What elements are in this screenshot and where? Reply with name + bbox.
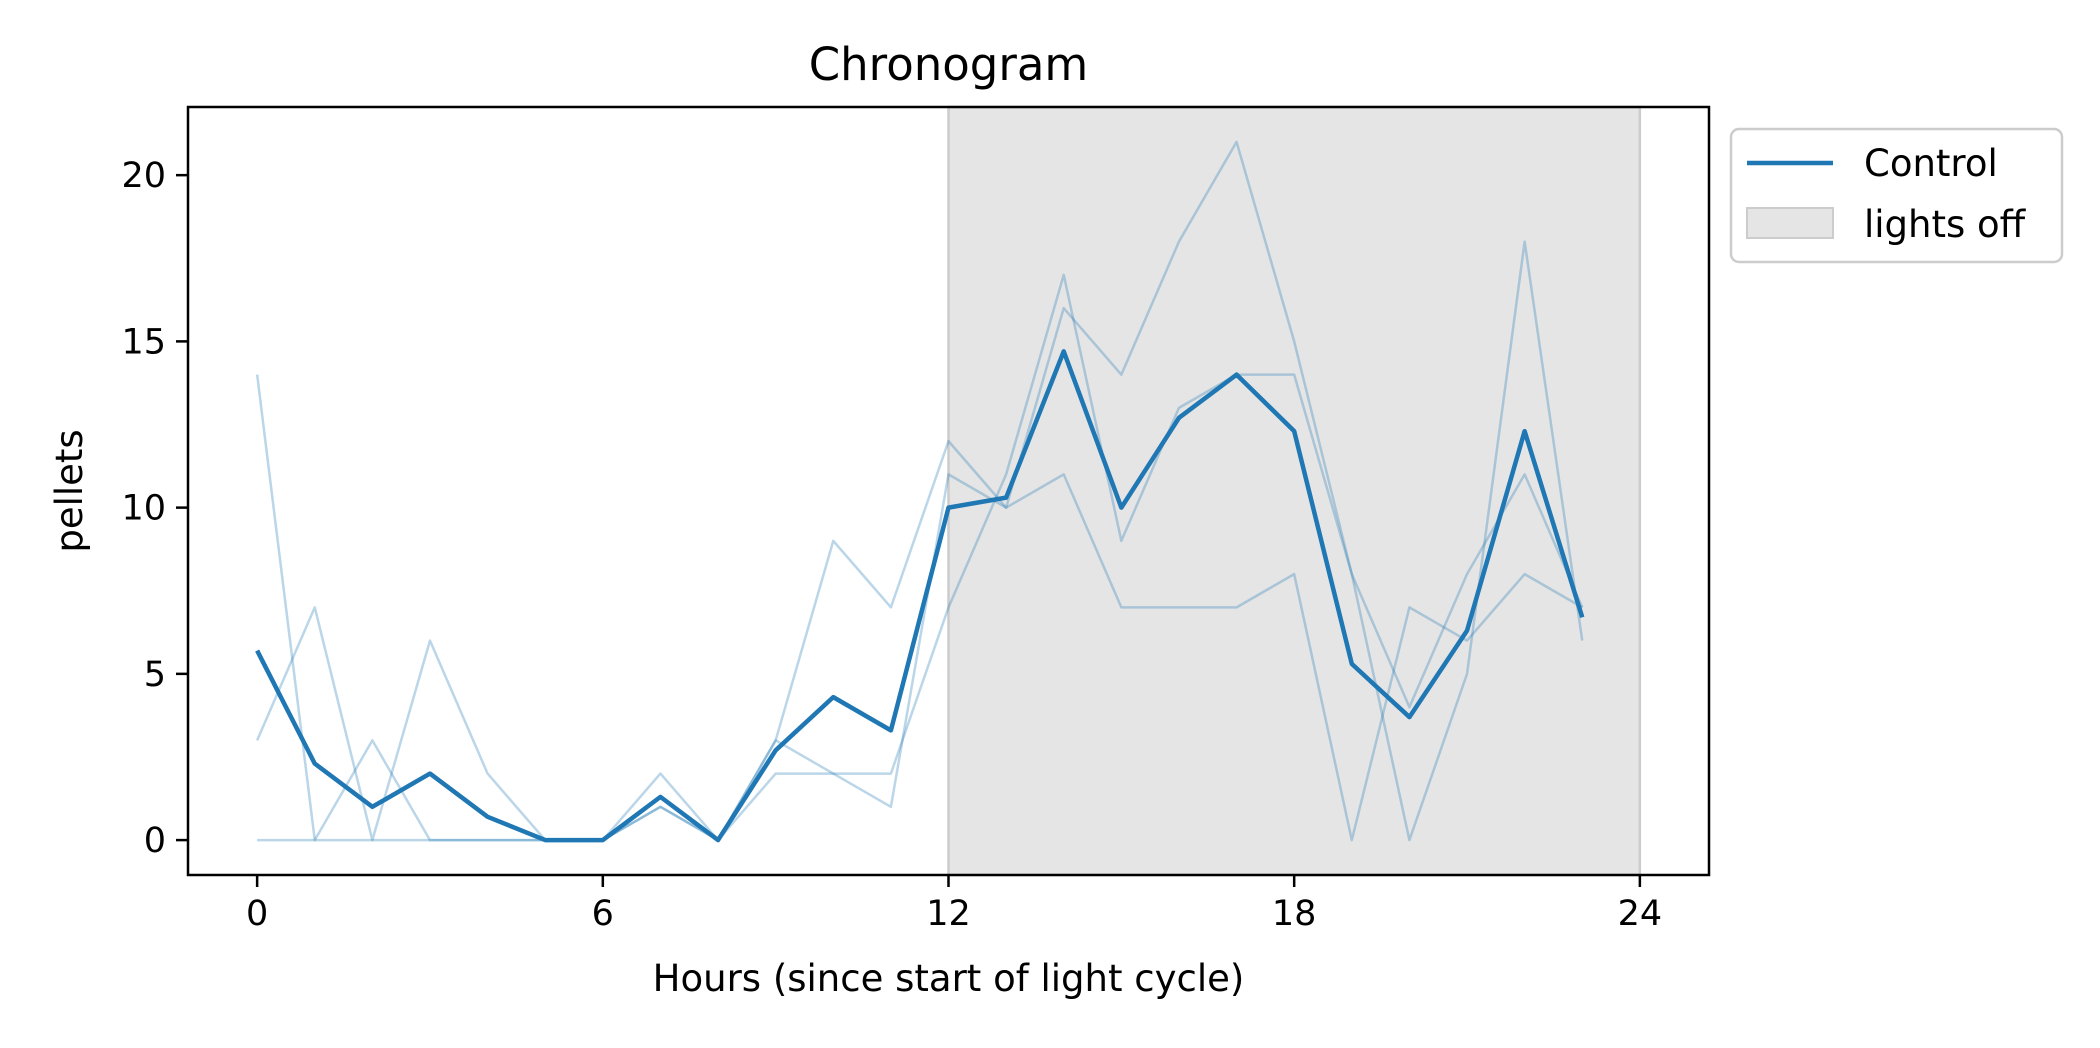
individual-series-line-3 — [257, 240, 1584, 842]
lights-off-region — [947, 105, 1642, 877]
lines-layer — [255, 140, 1585, 843]
y-tick-label: 15 — [121, 322, 166, 362]
individual-series-line-2 — [255, 439, 1583, 842]
y-tick-label: 10 — [121, 489, 166, 529]
y-tick-label: 0 — [144, 821, 166, 861]
control-mean-line — [255, 349, 1585, 843]
x-tick-label: 6 — [592, 894, 614, 934]
y-axis-label: pellets — [48, 429, 91, 552]
x-tick-label: 18 — [1272, 894, 1317, 934]
y-tick-label: 20 — [121, 156, 166, 196]
x-tick-label: 24 — [1618, 894, 1663, 934]
shade-layer — [947, 105, 1642, 877]
legend-lights-off-swatch — [1746, 207, 1834, 239]
legend-control-label: Control — [1864, 142, 1998, 185]
x-tick-label: 0 — [246, 894, 268, 934]
chart-title: Chronogram — [809, 38, 1089, 91]
x-axis-label: Hours (since start of light cycle) — [653, 957, 1245, 1000]
x-tick-label: 12 — [926, 894, 971, 934]
legend-lights-off-label: lights off — [1864, 203, 2027, 246]
legend: Control lights off — [1729, 127, 2064, 264]
individual-series-line-1 — [255, 140, 1584, 842]
y-tick-label: 5 — [144, 655, 166, 695]
ticks-layer: 0 6 12 18 24 0 5 10 15 20 — [121, 156, 1662, 934]
